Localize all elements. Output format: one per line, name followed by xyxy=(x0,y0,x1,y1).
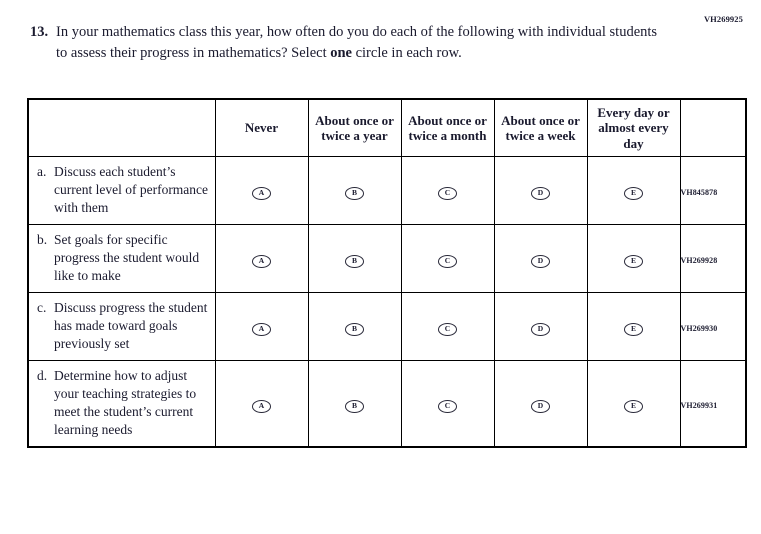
row-label-c: Discuss progress the student has made to… xyxy=(54,300,208,351)
row-code-b: VH269928 xyxy=(679,224,746,293)
radio-c-never[interactable]: A xyxy=(214,292,309,361)
radio-b-never[interactable]: A xyxy=(214,224,309,293)
radio-d-once-twice-month[interactable]: C xyxy=(400,360,495,448)
bubble-glyph: A xyxy=(252,186,271,200)
radio-d-once-twice-year[interactable]: B xyxy=(307,360,402,448)
radio-a-every-day[interactable]: E xyxy=(586,156,681,225)
header-option-never: Never xyxy=(214,98,309,157)
header-option-once-twice-year: About once or twice a year xyxy=(307,98,402,157)
bubble-glyph: C xyxy=(438,254,457,268)
radio-a-once-twice-year[interactable]: B xyxy=(307,156,402,225)
radio-b-once-twice-week[interactable]: D xyxy=(493,224,588,293)
bubble-glyph: C xyxy=(438,399,457,413)
row-stem-a: a. Discuss each student’s current level … xyxy=(28,156,216,225)
row-stem-d: d. Determine how to adjust your teaching… xyxy=(28,360,216,448)
matrix-row: c. Discuss progress the student has made… xyxy=(28,292,746,361)
bubble-glyph: D xyxy=(531,186,550,200)
bubble-glyph: D xyxy=(531,399,550,413)
row-code-text: VH269930 xyxy=(680,323,718,333)
radio-a-once-twice-week[interactable]: D xyxy=(493,156,588,225)
response-matrix: Never About once or twice a year About o… xyxy=(27,98,747,448)
bubble-glyph: E xyxy=(624,186,643,200)
row-code-c: VH269930 xyxy=(679,292,746,361)
matrix-row: b. Set goals for specific progress the s… xyxy=(28,224,746,293)
row-letter-b: b. xyxy=(37,232,48,247)
bubble-glyph: E xyxy=(624,322,643,336)
matrix-header: Never About once or twice a year About o… xyxy=(28,98,746,157)
radio-c-once-twice-month[interactable]: C xyxy=(400,292,495,361)
header-option-every-day: Every day or almost every day xyxy=(586,98,681,157)
matrix-table: Never About once or twice a year About o… xyxy=(27,98,747,448)
radio-c-every-day[interactable]: E xyxy=(586,292,681,361)
bubble-glyph: C xyxy=(438,186,457,200)
radio-d-once-twice-week[interactable]: D xyxy=(493,360,588,448)
header-option-once-twice-month: About once or twice a month xyxy=(400,98,495,157)
row-label-a: Discuss each student’s current level of … xyxy=(54,164,209,215)
bubble-glyph: B xyxy=(345,399,364,413)
bubble-glyph: B xyxy=(345,186,364,200)
radio-c-once-twice-year[interactable]: B xyxy=(307,292,402,361)
row-stem-c: c. Discuss progress the student has made… xyxy=(28,292,216,361)
bubble-glyph: A xyxy=(252,322,271,336)
matrix-body: a. Discuss each student’s current level … xyxy=(28,156,746,448)
row-stem-b: b. Set goals for specific progress the s… xyxy=(28,224,216,293)
row-code-text: VH269931 xyxy=(680,400,718,410)
bubble-glyph: B xyxy=(345,254,364,268)
question-number: 13. xyxy=(30,24,49,40)
question-text: In your mathematics class this year, how… xyxy=(56,22,670,63)
matrix-header-row: Never About once or twice a year About o… xyxy=(28,98,746,157)
row-letter-d: d. xyxy=(37,368,48,383)
row-code-text: VH269928 xyxy=(680,255,718,265)
bubble-glyph: B xyxy=(345,322,364,336)
question-text-part1: In your mathematics class this year, how… xyxy=(56,24,658,61)
radio-c-once-twice-week[interactable]: D xyxy=(493,292,588,361)
radio-b-every-day[interactable]: E xyxy=(586,224,681,293)
question-stem: 13. In your mathematics class this year,… xyxy=(30,22,670,63)
row-code-a: VH845878 xyxy=(679,156,746,225)
matrix-row: d. Determine how to adjust your teaching… xyxy=(28,360,746,448)
row-label-b: Set goals for specific progress the stud… xyxy=(54,232,200,283)
matrix-row: a. Discuss each student’s current level … xyxy=(28,156,746,225)
bubble-glyph: A xyxy=(252,399,271,413)
header-stem xyxy=(28,98,216,157)
row-letter-c: c. xyxy=(37,300,47,315)
question-emphasis-one: one xyxy=(330,44,352,61)
bubble-glyph: E xyxy=(624,254,643,268)
bubble-glyph: D xyxy=(531,322,550,336)
bubble-glyph: C xyxy=(438,322,457,336)
radio-b-once-twice-month[interactable]: C xyxy=(400,224,495,293)
radio-d-every-day[interactable]: E xyxy=(586,360,681,448)
row-label-d: Determine how to adjust your teaching st… xyxy=(54,368,197,437)
item-code: VH269925 xyxy=(703,14,743,24)
row-code-d: VH269931 xyxy=(679,360,746,448)
radio-d-never[interactable]: A xyxy=(214,360,309,448)
header-code xyxy=(679,98,746,157)
radio-a-once-twice-month[interactable]: C xyxy=(400,156,495,225)
header-option-once-twice-week: About once or twice a week xyxy=(493,98,588,157)
row-code-text: VH845878 xyxy=(680,187,718,197)
bubble-glyph: A xyxy=(252,254,271,268)
question-text-part2: circle in each row. xyxy=(351,44,462,61)
bubble-glyph: D xyxy=(531,254,550,268)
radio-a-never[interactable]: A xyxy=(214,156,309,225)
row-letter-a: a. xyxy=(37,164,47,179)
radio-b-once-twice-year[interactable]: B xyxy=(307,224,402,293)
bubble-glyph: E xyxy=(624,399,643,413)
